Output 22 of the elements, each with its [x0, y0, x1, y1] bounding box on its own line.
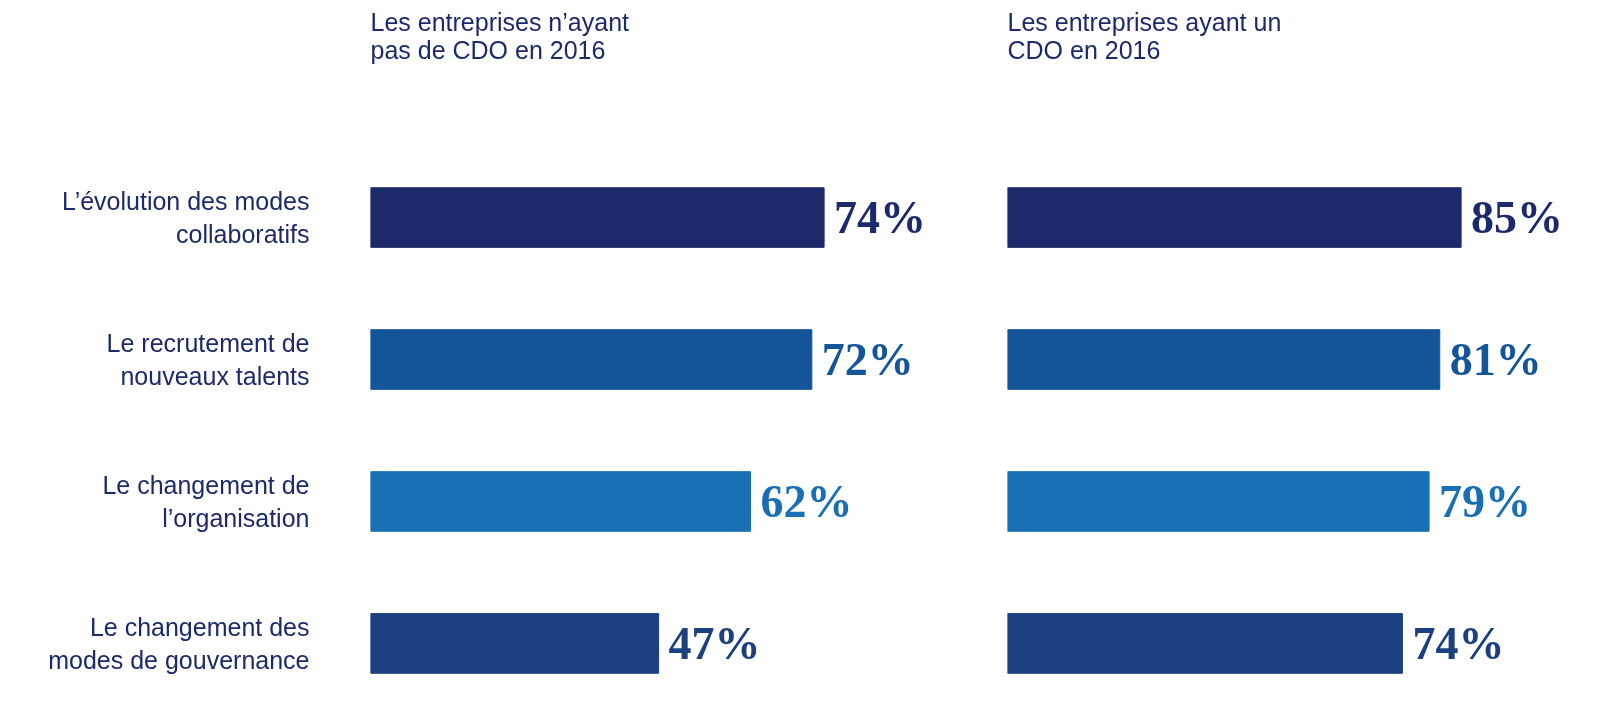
y-tick-label: Le changement de l’organisation — [102, 470, 310, 533]
data-label: 47% — [668, 617, 761, 669]
y-tick-label: L’évolution des modes collaboratifs — [62, 186, 310, 249]
data-label: 62% — [760, 475, 853, 527]
y-tick-label: Le changement des modes de gouvernance — [48, 612, 310, 675]
bar — [1007, 471, 1430, 532]
bar — [370, 613, 660, 674]
data-label: 79% — [1439, 475, 1532, 527]
chart-title: Les entreprises n’ayant pas de CDO en 2016 — [370, 7, 630, 64]
bar — [1007, 187, 1462, 248]
bar — [1007, 613, 1403, 674]
bar — [370, 187, 825, 248]
data-label: 72% — [821, 334, 914, 386]
bar — [370, 329, 813, 390]
data-label: 74% — [834, 192, 927, 244]
bar — [370, 471, 752, 532]
chart-title: Les entreprises ayant un CDO en 2016 — [1007, 7, 1282, 64]
bar — [1007, 329, 1441, 390]
data-label: 85% — [1471, 192, 1564, 244]
data-label: 81% — [1449, 334, 1542, 386]
y-tick-label: Le recrutement de nouveaux talents — [106, 328, 310, 391]
data-label: 74% — [1412, 617, 1505, 669]
